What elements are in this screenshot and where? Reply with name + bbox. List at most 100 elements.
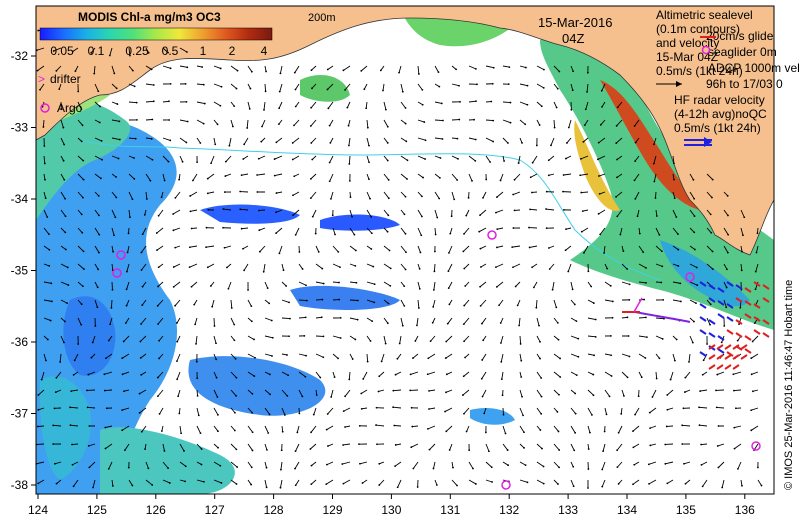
velocity-arrowhead	[321, 267, 324, 270]
velocity-arrow	[243, 155, 249, 160]
velocity-arrow	[295, 443, 300, 452]
velocity-arrow	[207, 263, 215, 268]
argo-float[interactable]	[751, 441, 761, 451]
velocity-arrowhead	[168, 100, 170, 103]
velocity-arrowhead	[310, 431, 313, 434]
velocity-arrowhead	[354, 338, 357, 341]
velocity-arrow	[536, 83, 544, 89]
velocity-arrowhead	[620, 412, 623, 415]
velocity-arrowhead	[524, 464, 527, 467]
velocity-arrow	[706, 173, 714, 180]
velocity-arrowhead	[294, 88, 297, 91]
velocity-arrowhead	[98, 233, 101, 236]
velocity-arrowhead	[294, 450, 297, 452]
velocity-arrow	[178, 407, 181, 414]
velocity-arrow	[348, 155, 351, 164]
velocity-arrowhead	[508, 66, 511, 69]
velocity-arrowhead	[665, 425, 668, 428]
velocity-arrow	[638, 281, 647, 284]
velocity-arrowhead	[375, 424, 377, 426]
velocity-arrowhead	[387, 302, 390, 305]
velocity-arrowhead	[326, 68, 329, 71]
colorbar-tick-label: 0.5	[162, 44, 179, 58]
hf-radar-arrow	[762, 297, 770, 303]
velocity-arrow	[616, 119, 623, 127]
colorbar-tick-label: 4	[261, 44, 268, 58]
argo-float[interactable]	[501, 480, 511, 490]
velocity-arrowhead	[434, 233, 437, 236]
velocity-arrow	[88, 371, 96, 376]
velocity-arrow	[751, 425, 759, 431]
velocity-arrowhead	[526, 103, 529, 106]
velocity-arrowhead	[342, 69, 345, 72]
velocity-arrowhead	[698, 424, 701, 427]
velocity-arrow	[108, 335, 113, 341]
velocity-arrow	[620, 407, 623, 414]
velocity-arrowhead	[666, 408, 669, 411]
velocity-arrow	[604, 371, 612, 377]
velocity-arrowhead	[538, 124, 541, 126]
velocity-arrowhead	[37, 408, 40, 411]
velocity-arrow	[39, 83, 45, 91]
velocity-arrow	[448, 245, 453, 254]
velocity-arrowhead	[492, 119, 495, 122]
velocity-arrowhead	[147, 52, 150, 54]
velocity-arrowhead	[587, 487, 589, 489]
hf-radar-arrow	[708, 297, 716, 303]
velocity-arrow	[706, 209, 712, 215]
x-tick-label: 134	[617, 503, 637, 517]
velocity-arrowhead	[322, 282, 325, 285]
velocity-arrowhead	[572, 485, 575, 488]
velocity-arrowhead	[133, 85, 136, 88]
velocity-arrow	[264, 479, 268, 488]
velocity-arrowhead	[292, 214, 294, 217]
argo-float[interactable]	[487, 230, 497, 240]
velocity-arrow	[311, 461, 317, 466]
velocity-arrowhead	[464, 356, 466, 359]
velocity-arrowhead	[681, 424, 684, 427]
velocity-arrowhead	[71, 50, 74, 53]
velocity-arrow	[349, 281, 357, 284]
velocity-arrow	[649, 407, 657, 413]
velocity-arrowhead	[519, 343, 522, 345]
velocity-arrow	[145, 83, 154, 86]
velocity-arrow	[400, 83, 404, 92]
velocity-arrow	[56, 65, 62, 72]
velocity-arrow	[430, 335, 436, 342]
velocity-arrow	[77, 299, 83, 305]
velocity-arrowhead	[152, 100, 155, 103]
velocity-arrow	[449, 443, 453, 451]
velocity-arrowhead	[253, 375, 256, 377]
velocity-arrow	[723, 227, 729, 235]
velocity-arrowhead	[216, 396, 219, 398]
velocity-arrowhead	[64, 215, 67, 218]
velocity-arrowhead	[433, 270, 436, 273]
velocity-arrowhead	[601, 468, 604, 471]
velocity-arrow	[617, 461, 623, 468]
velocity-arrowhead	[232, 125, 234, 128]
velocity-arrowhead	[446, 322, 449, 325]
velocity-arrow	[38, 407, 45, 411]
velocity-arrowhead	[236, 69, 239, 72]
velocity-arrowhead	[110, 306, 113, 309]
velocity-arrow	[292, 155, 300, 160]
velocity-arrowhead	[611, 316, 614, 319]
argo-float[interactable]	[116, 250, 126, 260]
argo-float[interactable]	[685, 272, 695, 282]
velocity-arrowhead	[632, 430, 634, 432]
velocity-arrowhead	[531, 266, 534, 269]
velocity-arrow	[429, 443, 436, 450]
velocity-arrowhead	[684, 376, 687, 379]
velocity-arrow	[482, 191, 487, 199]
argo-float[interactable]	[112, 268, 122, 278]
velocity-arrow	[546, 208, 555, 211]
velocity-arrowhead	[157, 266, 160, 269]
velocity-arrow	[326, 425, 334, 431]
velocity-arrowhead	[721, 486, 724, 489]
velocity-arrow	[362, 479, 368, 484]
velocity-arrowhead	[751, 390, 754, 393]
velocity-arrow	[213, 443, 219, 449]
velocity-arrowhead	[734, 407, 737, 410]
velocity-arrowhead	[197, 414, 200, 417]
